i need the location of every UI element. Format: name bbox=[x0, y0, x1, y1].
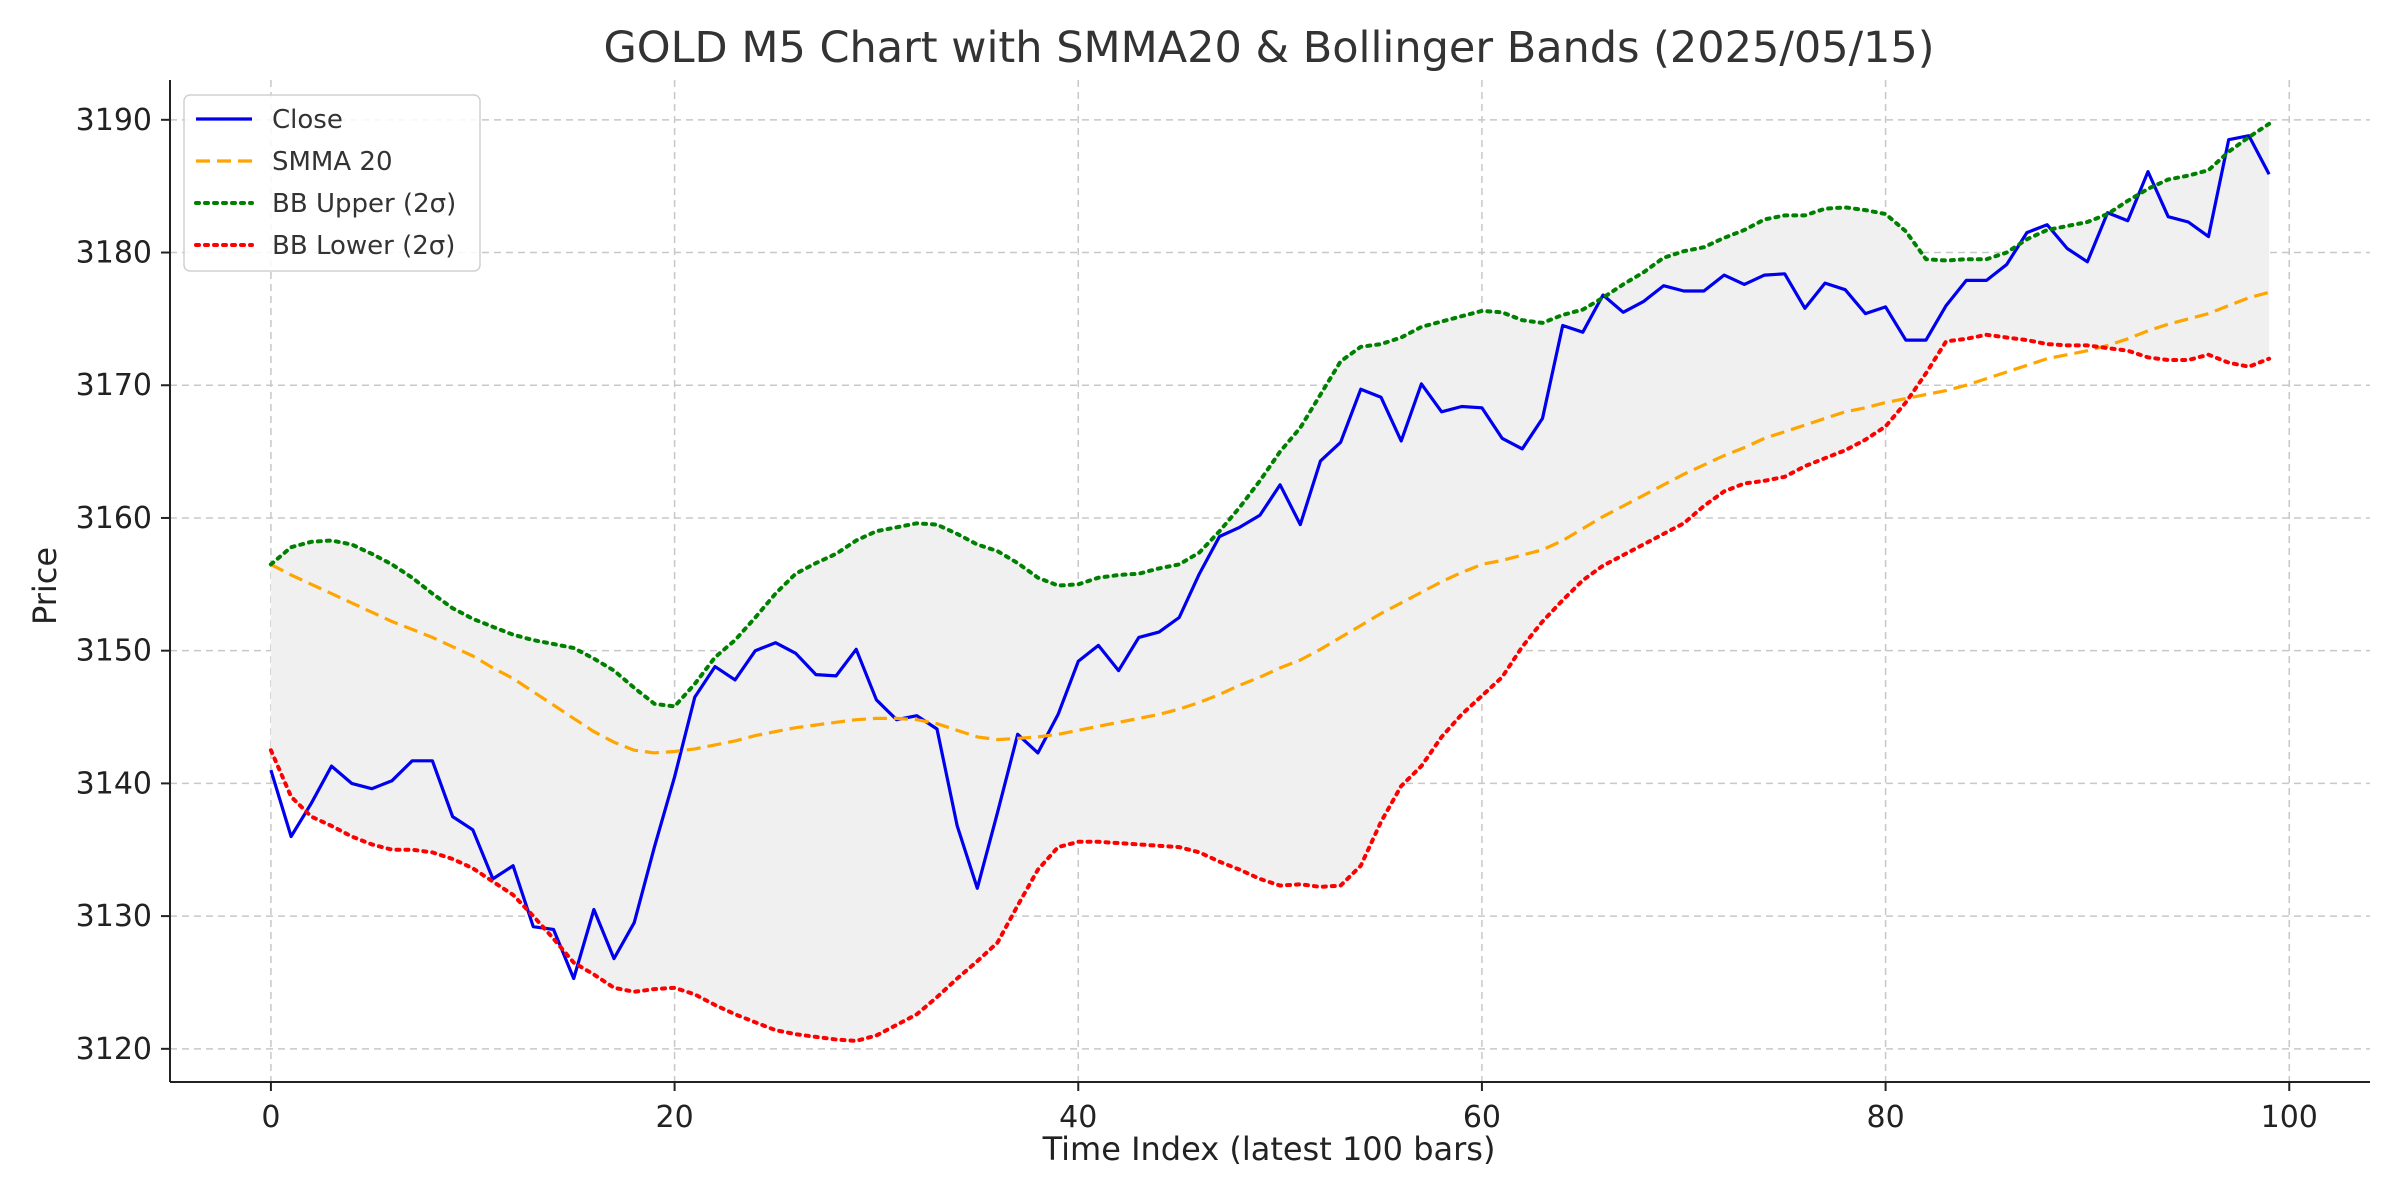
y-tick-label: 3140 bbox=[76, 766, 152, 801]
axes: 0 20 40 60 80 100 3120 3130 3140 3150 3160 3170 3180… bbox=[76, 80, 2370, 1135]
y-axis-label: Price bbox=[26, 547, 64, 625]
x-tick-label: 60 bbox=[1463, 1100, 1501, 1135]
y-tick-label: 3160 bbox=[76, 501, 152, 536]
x-tick-label: 100 bbox=[2261, 1100, 2318, 1135]
legend-label: Close bbox=[272, 105, 343, 135]
bollinger-band-fill bbox=[270, 123, 2270, 1041]
series-line-bb-lower bbox=[268, 332, 2272, 1043]
y-tick-label: 3180 bbox=[76, 236, 152, 271]
legend-box bbox=[183, 94, 481, 272]
series-line-smma20 bbox=[270, 290, 2270, 755]
x-tick-label: 20 bbox=[655, 1100, 693, 1135]
y-tick-label: 3190 bbox=[76, 103, 152, 138]
x-tick-label: 40 bbox=[1059, 1100, 1097, 1135]
legend-label: BB Upper (2σ) bbox=[272, 189, 456, 219]
series-layer bbox=[268, 121, 2272, 1043]
chart-title: GOLD M5 Chart with SMMA20 & Bollinger Ba… bbox=[603, 23, 1934, 73]
legend-label: BB Lower (2σ) bbox=[272, 231, 455, 261]
x-tick-label: 80 bbox=[1867, 1100, 1905, 1135]
legend-label: SMMA 20 bbox=[272, 147, 393, 177]
legend: Close SMMA 20 BB Upper (2σ) BB Lower (2σ) bbox=[183, 94, 481, 272]
series-line-bb-upper bbox=[268, 121, 2272, 709]
x-axis-label: Time Index (latest 100 bars) bbox=[1042, 1130, 1496, 1168]
y-tick-label: 3130 bbox=[76, 899, 152, 934]
series-line-close bbox=[269, 134, 2271, 981]
y-tick-label: 3170 bbox=[76, 368, 152, 403]
y-tick-label: 3120 bbox=[76, 1032, 152, 1067]
x-tick-label: 0 bbox=[261, 1100, 280, 1135]
y-tick-label: 3150 bbox=[76, 634, 152, 669]
